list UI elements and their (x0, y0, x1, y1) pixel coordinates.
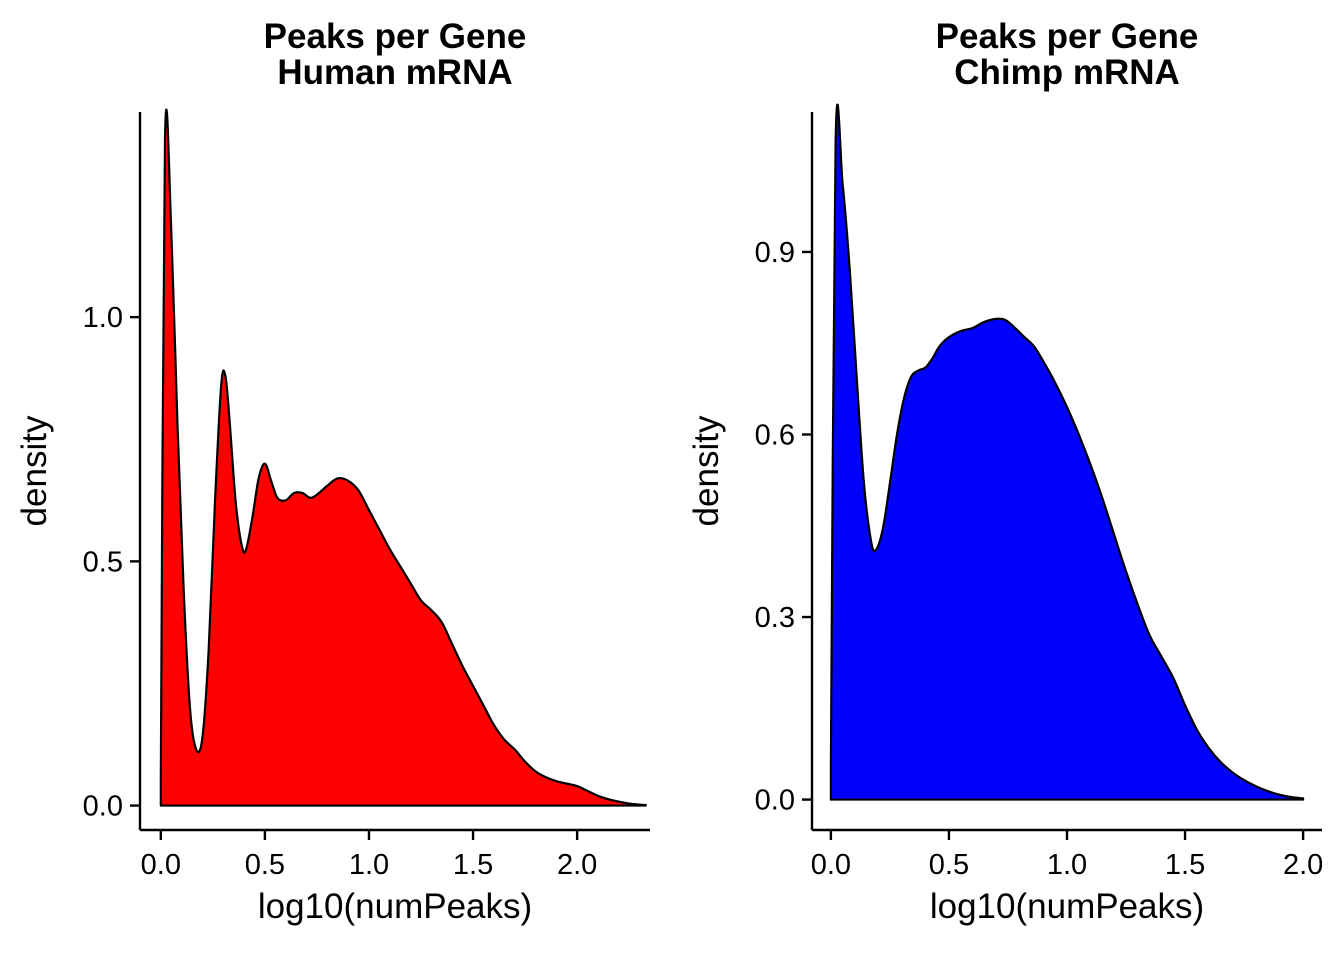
y-tick-label: 0.3 (755, 602, 795, 634)
y-tick-label: 0.0 (83, 791, 123, 823)
chart-title-line1: Peaks per Gene (264, 17, 527, 56)
x-tick-label: 0.0 (811, 849, 851, 881)
x-axis-label: log10(numPeaks) (258, 887, 532, 926)
chart-title-line2: Chimp mRNA (954, 53, 1180, 92)
y-tick-label: 0.9 (755, 237, 795, 269)
x-tick-label: 0.5 (245, 849, 285, 881)
y-tick-label: 0.6 (755, 419, 795, 451)
x-tick-label: 1.5 (1165, 849, 1205, 881)
x-tick-label: 1.0 (349, 849, 389, 881)
chart-panel-chimp: Peaks per Gene Chimp mRNA density log10(… (672, 0, 1344, 960)
chart-title-line2: Human mRNA (277, 53, 512, 92)
density-area-chimp (829, 103, 1305, 801)
y-tick-label: 1.0 (83, 302, 123, 334)
plot-area-human: 0.0 0.5 1.0 1.5 2.0 0.0 0.5 1.0 (83, 108, 650, 881)
density-area-human (159, 108, 647, 807)
x-tick-label: 0.5 (929, 849, 969, 881)
chart-title-line1: Peaks per Gene (936, 17, 1199, 56)
y-axis-label: density (15, 415, 54, 526)
chart-panel-human: Peaks per Gene Human mRNA density log10(… (15, 17, 650, 926)
x-tick-label: 2.0 (557, 849, 597, 881)
y-axis-label: density (687, 415, 726, 526)
plot-svg-human: Peaks per Gene Human mRNA density log10(… (15, 17, 650, 926)
x-tick-label: 0.0 (141, 849, 181, 881)
plot-area-chimp: 0.0 0.5 1.0 1.5 2.0 0.0 0.3 0.6 0.9 (755, 103, 1323, 881)
x-axis-label: log10(numPeaks) (930, 887, 1204, 926)
x-tick-label: 2.0 (1283, 849, 1323, 881)
y-tick-label: 0.5 (83, 546, 123, 578)
plot-svg-chimp: Peaks per Gene Chimp mRNA density log10(… (687, 17, 1323, 926)
y-tick-label: 0.0 (755, 785, 795, 817)
x-tick-label: 1.5 (453, 849, 493, 881)
x-tick-label: 1.0 (1047, 849, 1087, 881)
